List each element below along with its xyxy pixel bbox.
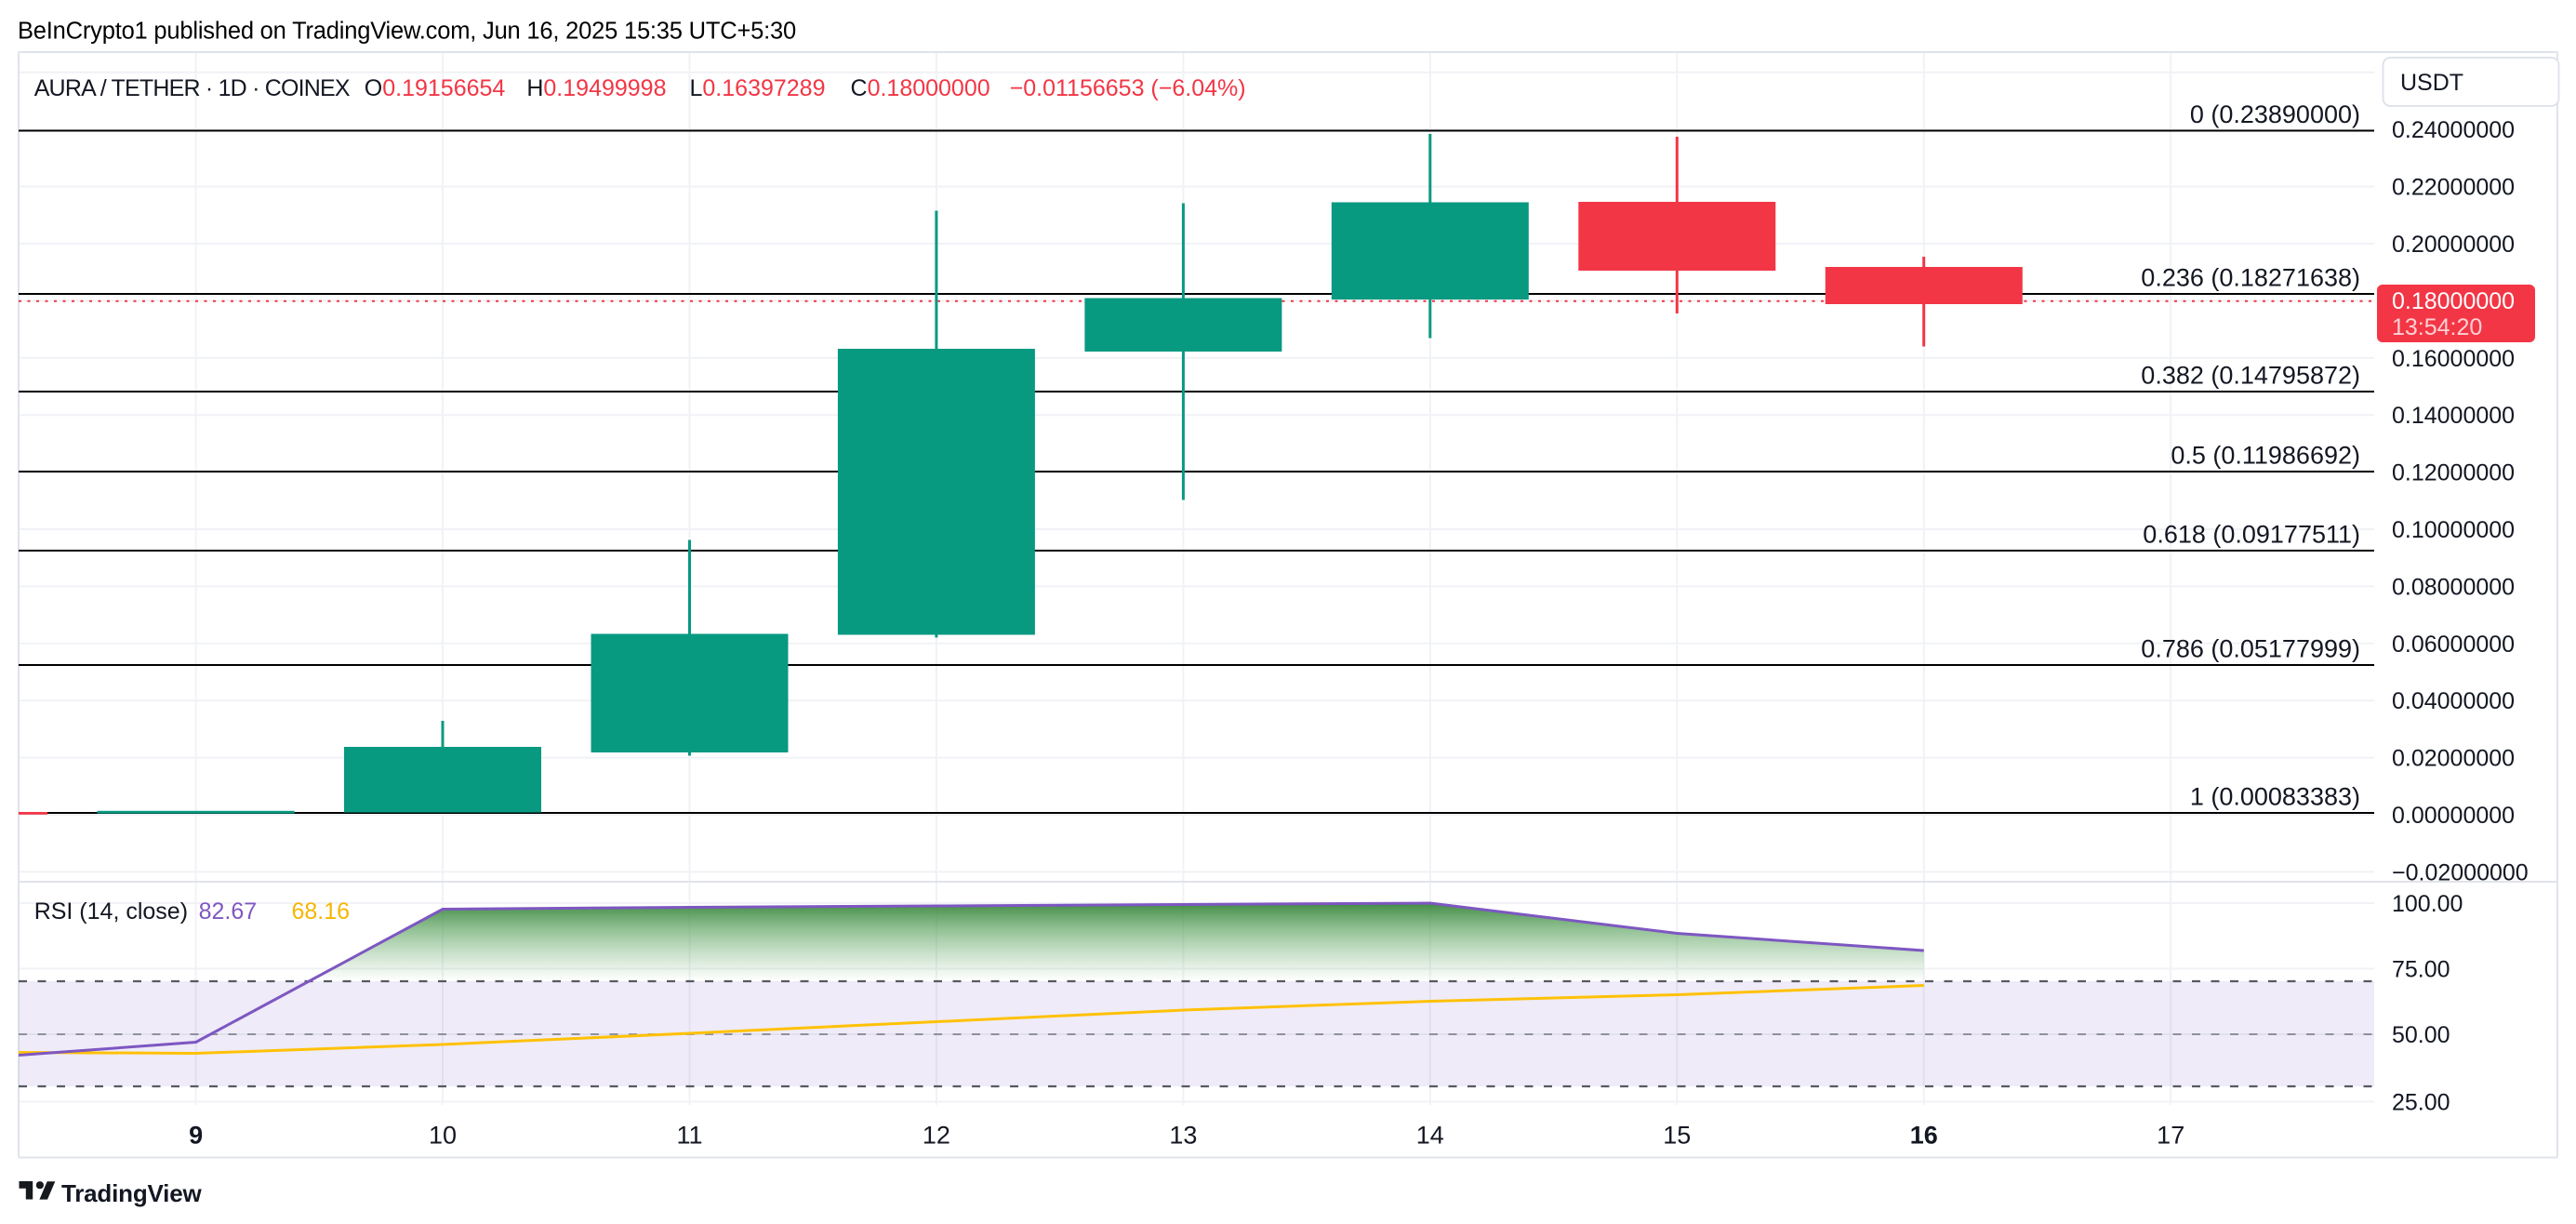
svg-text:100.00: 100.00 [2392, 891, 2463, 917]
svg-text:0.00000000: 0.00000000 [2392, 803, 2515, 829]
svg-text:1 (0.00083383): 1 (0.00083383) [2190, 783, 2360, 811]
svg-text:0.10000000: 0.10000000 [2392, 517, 2515, 543]
svg-text:−0.02000000: −0.02000000 [2392, 859, 2529, 885]
svg-text:0.382 (0.14795872): 0.382 (0.14795872) [2141, 362, 2360, 390]
svg-text:0 (0.23890000): 0 (0.23890000) [2190, 100, 2360, 128]
svg-text:0.22000000: 0.22000000 [2392, 175, 2515, 201]
svg-text:82.67: 82.67 [199, 898, 258, 925]
svg-text:68.16: 68.16 [292, 898, 351, 925]
svg-text:0.618 (0.09177511): 0.618 (0.09177511) [2143, 521, 2360, 549]
svg-text:BeInCrypto1 published on Tradi: BeInCrypto1 published on TradingView.com… [18, 19, 796, 45]
svg-text:TradingView: TradingView [61, 1179, 202, 1207]
svg-text:0.20000000: 0.20000000 [2392, 232, 2515, 258]
svg-text:13:54:20: 13:54:20 [2392, 314, 2482, 340]
svg-text:0.5 (0.11986692): 0.5 (0.11986692) [2171, 442, 2360, 470]
svg-text:RSI (14, close): RSI (14, close) [34, 898, 188, 925]
svg-text:0.12000000: 0.12000000 [2392, 460, 2515, 486]
svg-text:0.16000000: 0.16000000 [2392, 346, 2515, 372]
svg-text:0.236 (0.18271638): 0.236 (0.18271638) [2141, 264, 2360, 292]
svg-text:10: 10 [429, 1122, 457, 1150]
svg-text:16: 16 [1910, 1122, 1938, 1150]
svg-text:0.02000000: 0.02000000 [2392, 746, 2515, 772]
svg-text:25.00: 25.00 [2392, 1090, 2450, 1116]
svg-text:0.14000000: 0.14000000 [2392, 403, 2515, 429]
svg-text:15: 15 [1663, 1122, 1691, 1150]
svg-text:0.06000000: 0.06000000 [2392, 632, 2515, 658]
svg-text:11: 11 [676, 1122, 702, 1150]
svg-text:0.18000000: 0.18000000 [2392, 288, 2515, 314]
svg-text:14: 14 [1416, 1122, 1444, 1150]
svg-text:12: 12 [923, 1122, 950, 1150]
svg-text:50.00: 50.00 [2392, 1022, 2450, 1048]
svg-text:9: 9 [189, 1122, 203, 1150]
svg-text:0.04000000: 0.04000000 [2392, 688, 2515, 714]
svg-text:USDT: USDT [2400, 70, 2463, 96]
svg-text:0.786 (0.05177999): 0.786 (0.05177999) [2141, 635, 2360, 663]
svg-text:75.00: 75.00 [2392, 957, 2450, 983]
svg-text:0.24000000: 0.24000000 [2392, 117, 2515, 143]
svg-text:13: 13 [1169, 1122, 1197, 1150]
svg-text:0.08000000: 0.08000000 [2392, 574, 2515, 600]
svg-text:17: 17 [2157, 1122, 2184, 1150]
